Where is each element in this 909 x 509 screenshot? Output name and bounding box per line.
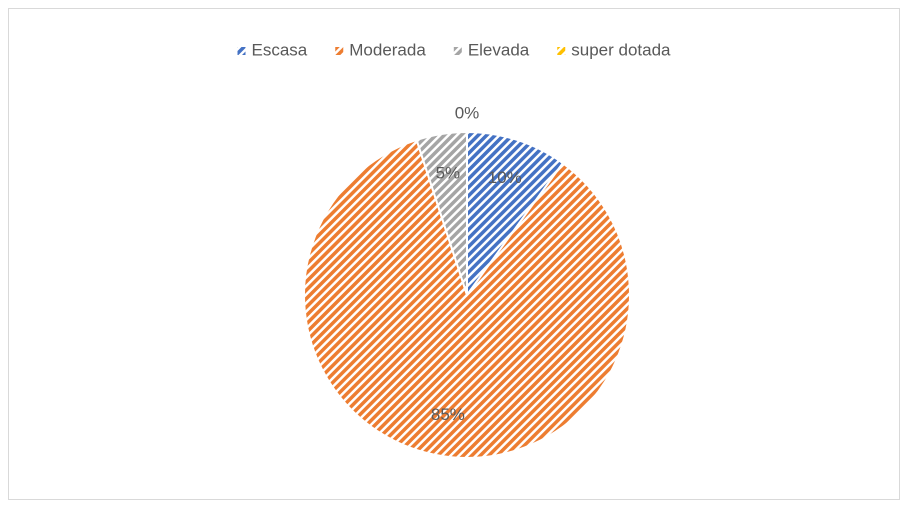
legend-swatch	[557, 47, 566, 55]
data-labels: 10% 85% 5% 0%	[431, 103, 522, 424]
legend-label: Moderada	[349, 40, 426, 59]
pie-slice	[466, 130, 565, 299]
data-label: 10%	[488, 168, 522, 187]
data-label: 0%	[455, 103, 480, 122]
pie-slice	[303, 138, 631, 459]
legend-swatch	[453, 47, 462, 55]
data-label: 5%	[436, 164, 461, 183]
legend-label: Escasa	[252, 40, 308, 59]
legend-swatch	[237, 47, 246, 55]
legend: Escasa Moderada Elevada super dotada	[237, 40, 671, 59]
legend-swatch	[335, 47, 344, 55]
data-label: 85%	[431, 405, 465, 424]
legend-label: super dotada	[571, 40, 671, 59]
legend-label: Elevada	[468, 40, 530, 59]
pie	[303, 130, 631, 459]
